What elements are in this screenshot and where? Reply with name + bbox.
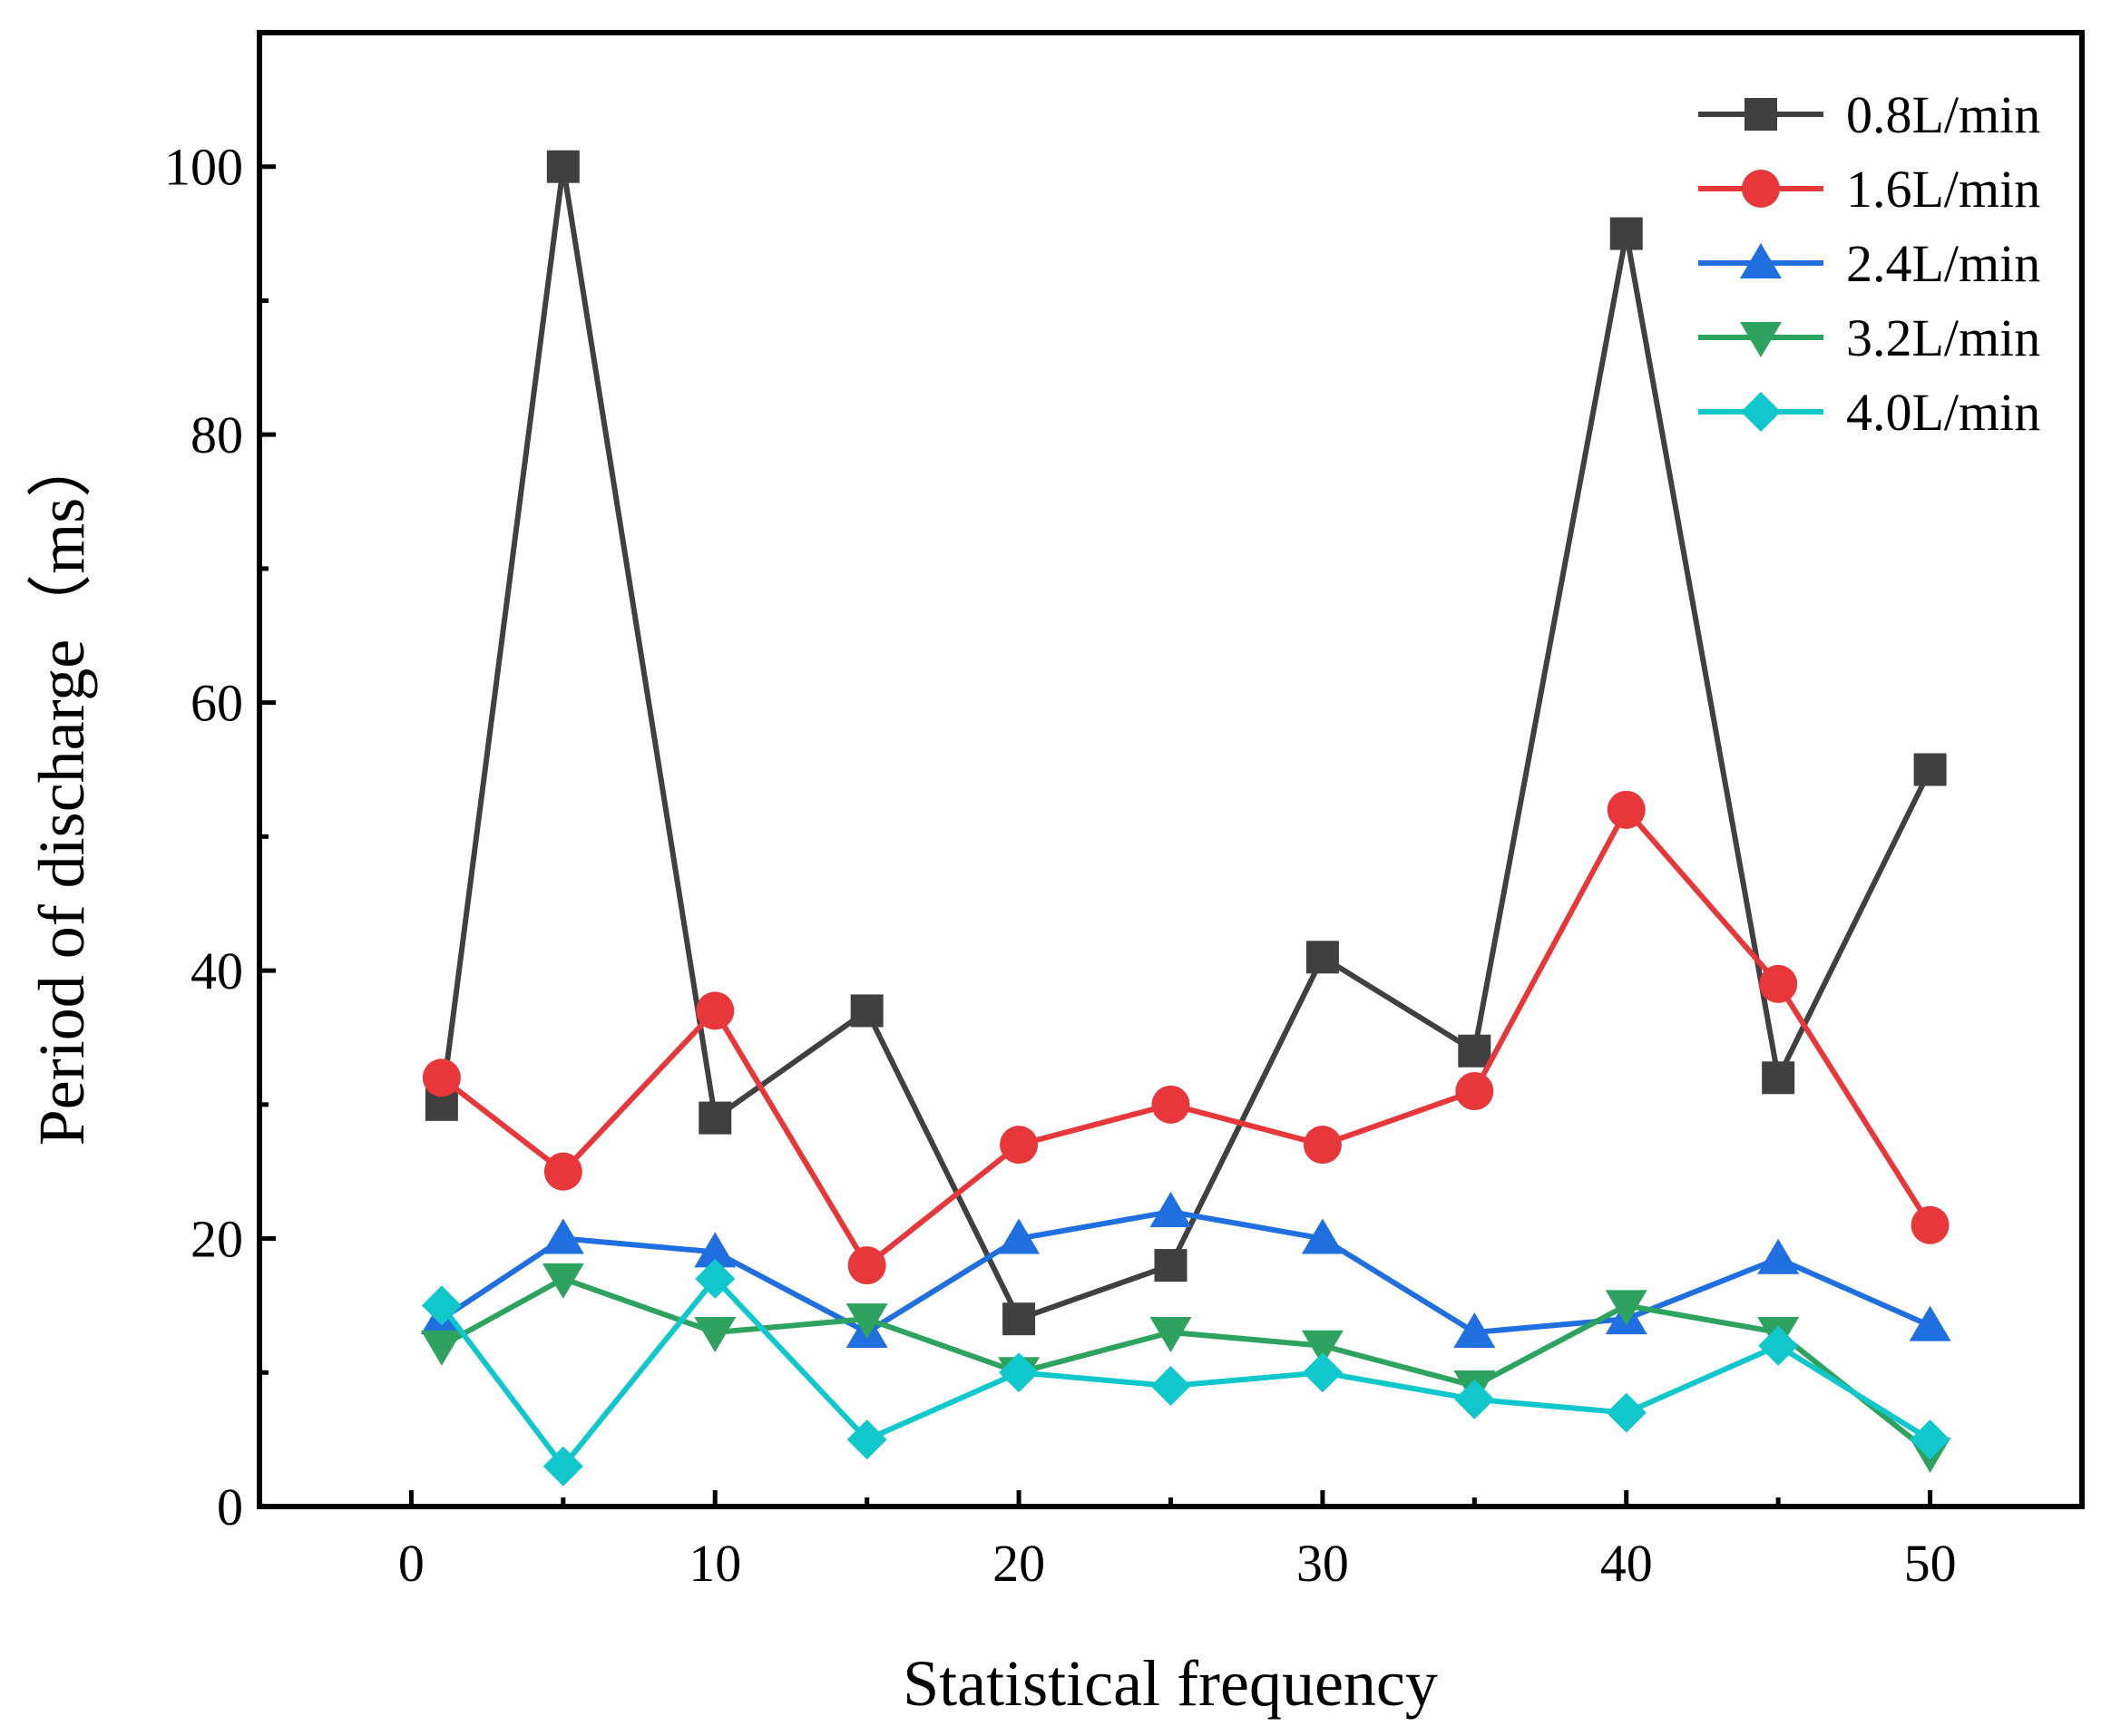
x-tick-label: 50: [1904, 1534, 1957, 1593]
data-point: [1149, 1316, 1192, 1352]
data-point: [1154, 1249, 1187, 1282]
legend-label: 0.8L/min: [1846, 85, 2040, 144]
data-point: [694, 1232, 737, 1268]
x-tick-label: 10: [689, 1534, 741, 1593]
legend-label: 3.2L/min: [1846, 308, 2040, 367]
data-point: [845, 1303, 888, 1340]
data-point: [695, 1258, 736, 1299]
data-point: [421, 1285, 462, 1326]
series-3-2l-min: [420, 1263, 1951, 1473]
data-point: [1150, 1366, 1191, 1407]
data-point: [850, 994, 884, 1028]
x-axis-title: Statistical frequency: [903, 1647, 1438, 1720]
y-axis-title: Period of discharge（ms）: [25, 433, 98, 1146]
data-point: [1302, 1352, 1343, 1393]
data-point: [1151, 1085, 1190, 1124]
axes-layer: 0 20 40 60 80 100 0 10 20 30 40 50: [164, 30, 2085, 1593]
data-point: [999, 1352, 1040, 1393]
data-point: [1607, 790, 1646, 829]
y-tick-label: 80: [191, 405, 243, 464]
data-point: [420, 1330, 463, 1366]
y-tick-label: 0: [217, 1478, 243, 1536]
data-point: [1303, 1126, 1342, 1165]
data-point: [1758, 1325, 1799, 1366]
legend-marker: [1740, 243, 1782, 278]
data-point: [998, 1218, 1041, 1254]
data-point: [1911, 1205, 1950, 1244]
data-point: [1149, 1192, 1192, 1227]
data-point: [1301, 1330, 1344, 1366]
data-point: [1305, 941, 1339, 974]
legend-item: 3.2L/min: [1698, 308, 2040, 367]
y-tick-label: 100: [164, 138, 243, 197]
legend-item: 1.6L/min: [1698, 160, 2040, 219]
legend-marker: [1742, 170, 1780, 208]
data-point: [1605, 1290, 1647, 1326]
data-point: [1002, 1302, 1036, 1336]
data-point: [1609, 217, 1643, 250]
y-tick-label: 40: [191, 941, 243, 1000]
data-point: [1910, 1419, 1950, 1460]
data-point: [1000, 1126, 1039, 1165]
data-point: [542, 1218, 584, 1254]
data-point: [1762, 1061, 1795, 1095]
data-point: [1458, 1034, 1491, 1068]
data-point: [846, 1419, 887, 1460]
x-tick-label: 20: [992, 1534, 1045, 1593]
y-tick-label: 60: [191, 674, 243, 733]
legend: 0.8L/min 1.6L/min 2.4L/min 3.2L/min 4.0L/min: [1698, 85, 2040, 442]
data-point: [1606, 1392, 1647, 1433]
data-point: [422, 1058, 461, 1097]
series-layer: [420, 150, 1951, 1487]
legend-item: 0.8L/min: [1698, 85, 2040, 144]
data-point: [1453, 1312, 1496, 1348]
data-point: [543, 1152, 582, 1191]
legend-label: 4.0L/min: [1846, 383, 2040, 442]
data-point: [847, 1246, 886, 1285]
data-point: [1759, 964, 1798, 1003]
data-point: [1757, 1238, 1800, 1274]
legend-item: 2.4L/min: [1698, 234, 2040, 293]
x-tick-label: 0: [398, 1534, 425, 1593]
legend-label: 2.4L/min: [1846, 234, 2040, 293]
series-4-0l-min: [421, 1258, 1950, 1487]
series-1-6l-min: [422, 790, 1950, 1285]
legend-marker: [1745, 98, 1777, 131]
data-point: [542, 1446, 583, 1487]
x-tick-label: 30: [1296, 1534, 1349, 1593]
legend-item: 4.0L/min: [1698, 383, 2040, 442]
data-point: [1909, 1305, 1951, 1341]
data-point: [696, 991, 735, 1030]
data-point: [699, 1101, 732, 1135]
data-point: [1913, 753, 1947, 786]
legend-marker: [1741, 392, 1781, 432]
data-point: [1455, 1072, 1494, 1111]
legend-label: 1.6L/min: [1846, 160, 2040, 219]
data-point: [546, 150, 580, 183]
data-point: [542, 1263, 584, 1299]
data-point: [1454, 1379, 1495, 1419]
data-point: [1301, 1218, 1344, 1254]
legend-marker: [1740, 322, 1782, 357]
x-tick-label: 40: [1600, 1534, 1653, 1593]
data-point: [694, 1316, 737, 1352]
y-tick-label: 20: [191, 1210, 243, 1269]
